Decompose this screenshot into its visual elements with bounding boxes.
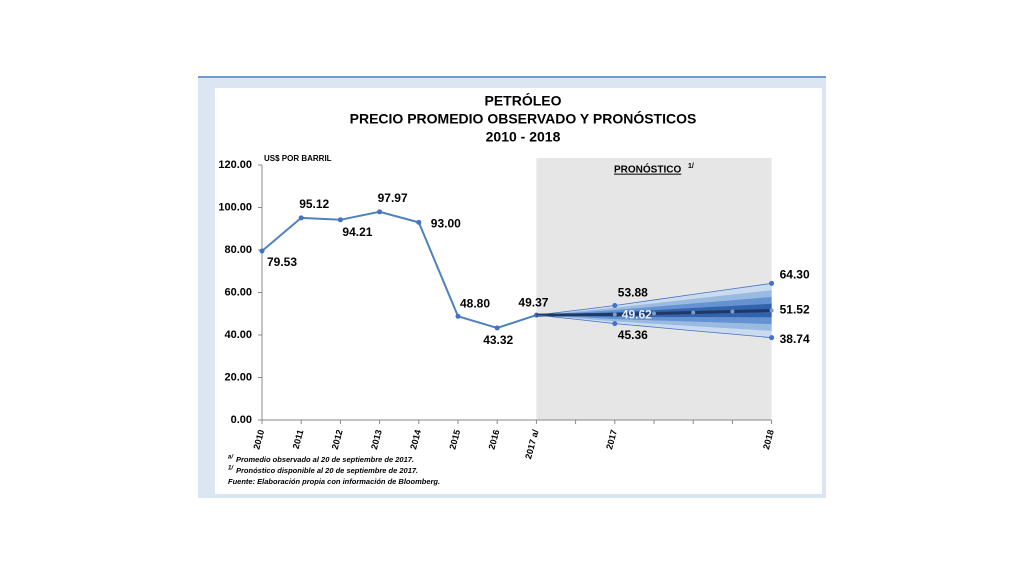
footnote: Fuente: Elaboración propia con informaci… bbox=[228, 477, 440, 486]
data-point bbox=[691, 310, 696, 315]
data-label: 94.21 bbox=[342, 225, 372, 239]
data-label: 51.52 bbox=[780, 303, 810, 317]
y-tick-label: 40.00 bbox=[224, 329, 252, 341]
data-point bbox=[612, 312, 617, 317]
data-point bbox=[337, 217, 343, 223]
series-line bbox=[261, 210, 537, 329]
y-axis-label: US$ POR BARRIL bbox=[264, 154, 332, 163]
data-point bbox=[612, 303, 618, 309]
data-point bbox=[769, 308, 774, 313]
x-tick-label: 2011 bbox=[291, 429, 306, 450]
y-tick-label: 100.00 bbox=[218, 201, 252, 213]
data-point bbox=[259, 248, 265, 254]
data-label: 38.74 bbox=[780, 332, 810, 346]
data-label: 79.53 bbox=[267, 255, 297, 269]
annotation: PRONÓSTICO bbox=[614, 163, 681, 176]
footnote: Pronóstico disponible al 20 de septiembr… bbox=[236, 466, 418, 475]
y-tick-label: 0.00 bbox=[231, 414, 252, 426]
footnote: Promedio observado al 20 de septiembre d… bbox=[236, 455, 414, 464]
footnote-marker: 1/ bbox=[228, 466, 234, 472]
data-point bbox=[769, 280, 775, 286]
data-label: 49.37 bbox=[518, 295, 548, 309]
chart-title: 2010 - 2018 bbox=[486, 129, 561, 145]
data-point bbox=[416, 219, 422, 225]
footnote-marker: a/ bbox=[228, 455, 234, 461]
data-point bbox=[377, 209, 383, 215]
y-tick-label: 60.00 bbox=[224, 286, 252, 298]
data-point bbox=[652, 311, 656, 316]
data-point bbox=[455, 313, 461, 319]
data-point bbox=[730, 309, 735, 314]
data-label: 49.62 bbox=[622, 308, 652, 322]
data-point bbox=[612, 321, 618, 327]
series-line bbox=[536, 282, 772, 316]
data-label: 48.80 bbox=[460, 296, 490, 310]
data-label: 93.00 bbox=[431, 217, 461, 231]
data-point bbox=[494, 325, 500, 331]
series-line bbox=[536, 314, 772, 339]
y-tick-label: 80.00 bbox=[224, 244, 252, 256]
data-label: 64.30 bbox=[780, 268, 810, 282]
data-label: 43.32 bbox=[483, 333, 513, 347]
annotation-marker: 1/ bbox=[688, 163, 694, 170]
data-label: 45.36 bbox=[618, 328, 648, 342]
data-label: 95.12 bbox=[299, 197, 329, 211]
data-label: 53.88 bbox=[618, 286, 648, 300]
y-tick-label: 20.00 bbox=[224, 371, 252, 383]
data-point bbox=[298, 215, 304, 221]
chart-title: PRECIO PROMEDIO OBSERVADO Y PRONÓSTICOS bbox=[350, 110, 697, 127]
data-label: 97.97 bbox=[378, 191, 408, 205]
chart-title: PETRÓLEO bbox=[484, 92, 561, 109]
data-point bbox=[769, 335, 775, 341]
y-tick-label: 120.00 bbox=[218, 159, 252, 171]
